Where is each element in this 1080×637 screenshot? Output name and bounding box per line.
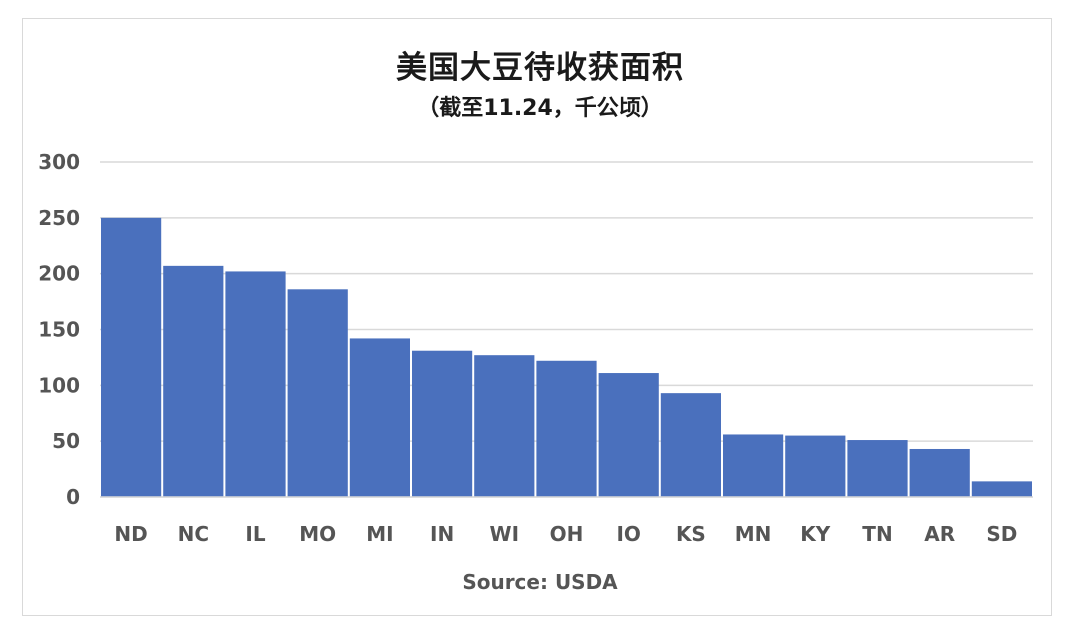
bar-il (225, 271, 286, 497)
bar-oh (536, 360, 597, 497)
y-tick-label: 100 (38, 373, 80, 397)
y-tick-label: 300 (38, 150, 80, 174)
bar-ks (660, 393, 721, 497)
chart-subtitle: （截至11.24，千公顷） (417, 96, 663, 121)
x-tick-label: IL (245, 522, 265, 546)
x-tick-label: TN (862, 522, 892, 546)
bar-in (412, 350, 473, 497)
bar-ar (909, 448, 970, 497)
x-tick-label: MO (299, 522, 336, 546)
x-tick-label: OH (550, 522, 584, 546)
bar-tn (847, 440, 908, 497)
bar-wi (474, 355, 535, 497)
x-tick-label: IO (616, 522, 640, 546)
bar-io (598, 373, 659, 497)
bar-sd (971, 481, 1032, 497)
y-axis: 0 50 100 150 200 250 300 (38, 150, 80, 509)
x-tick-label: MN (735, 522, 772, 546)
bar-mn (723, 434, 784, 497)
x-tick-label: KY (800, 522, 830, 546)
bar-mo (287, 289, 348, 497)
x-tick-label: AR (924, 522, 955, 546)
y-tick-label: 200 (38, 262, 80, 286)
source-note: Source: USDA (462, 570, 618, 594)
chart-title: 美国大豆待收获面积 (396, 50, 684, 86)
bar-mi (349, 338, 410, 497)
bars (101, 217, 1032, 498)
y-tick-label: 250 (38, 206, 80, 230)
x-tick-label: MI (366, 522, 393, 546)
x-tick-label: NC (178, 522, 209, 546)
x-axis: ND NC IL MO MI IN WI OH IO KS MN KY TN AR SD (100, 496, 1033, 546)
x-tick-label: SD (986, 522, 1017, 546)
y-tick-label: 0 (66, 485, 80, 509)
y-tick-label: 150 (38, 318, 80, 342)
bar-nc (163, 265, 224, 497)
x-tick-label: ND (114, 522, 147, 546)
x-tick-label: IN (430, 522, 454, 546)
bar-nd (101, 217, 162, 498)
y-tick-label: 50 (52, 429, 80, 453)
bar-ky (785, 435, 846, 497)
x-tick-label: KS (676, 522, 706, 546)
x-tick-label: WI (490, 522, 520, 546)
